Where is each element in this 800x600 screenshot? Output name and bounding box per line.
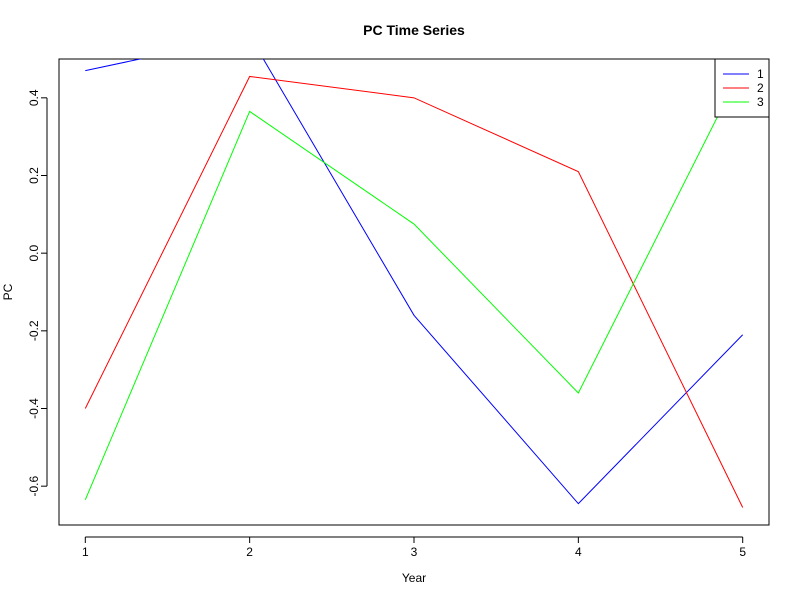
x-tick-label: 2 <box>246 545 253 559</box>
series-line-1 <box>85 59 744 505</box>
y-tick-label: -0.2 <box>27 320 41 341</box>
x-tick-label: 1 <box>82 545 89 559</box>
plot-area-frame <box>58 58 770 526</box>
y-tick-label: 0.0 <box>27 245 41 262</box>
series-line-2 <box>84 75 744 508</box>
series-layer <box>84 59 744 508</box>
legend-label-1: 1 <box>757 67 764 81</box>
y-tick-label: 0.4 <box>27 89 41 106</box>
legend-label-3: 3 <box>757 95 764 109</box>
x-axis: 1 2 3 4 5 <box>82 536 746 559</box>
chart-title: PC Time Series <box>363 22 465 38</box>
y-tick-label: -0.4 <box>27 398 41 419</box>
series-line-3 <box>84 66 744 500</box>
y-tick-label: -0.6 <box>27 476 41 497</box>
y-axis: -0.6 -0.4 -0.2 0.0 0.2 0.4 <box>27 89 48 497</box>
x-tick-label: 3 <box>411 545 418 559</box>
x-tick-label: 4 <box>575 545 582 559</box>
x-axis-label: Year <box>402 571 426 585</box>
x-tick-label: 5 <box>739 545 746 559</box>
legend-label-2: 2 <box>757 81 764 95</box>
y-tick-label: 0.2 <box>27 167 41 184</box>
y-axis-label: PC <box>1 283 15 300</box>
legend: 123 <box>714 58 770 118</box>
